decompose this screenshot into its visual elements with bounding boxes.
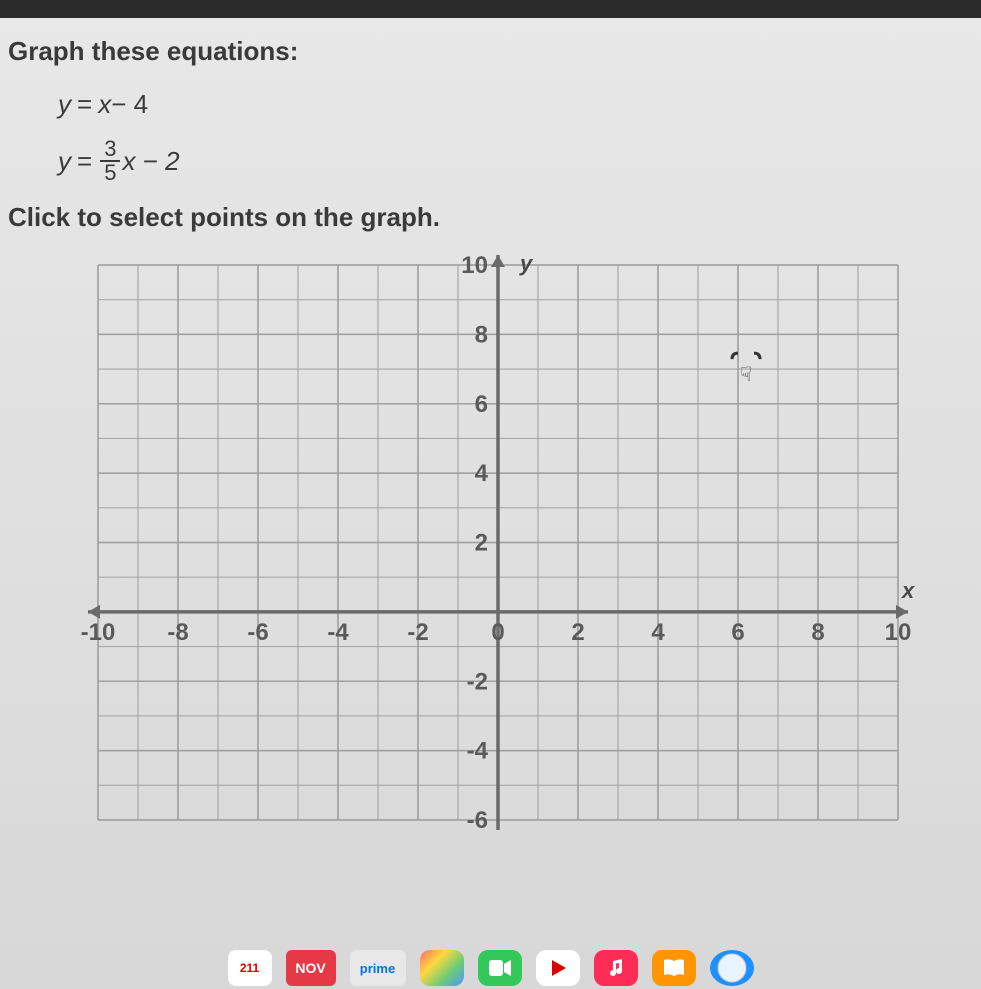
dock-books-icon[interactable]: [652, 950, 696, 986]
dock-play-icon[interactable]: [536, 950, 580, 986]
dock-prime-icon[interactable]: prime: [350, 950, 406, 986]
svg-text:-8: -8: [167, 619, 188, 646]
svg-text:2: 2: [475, 530, 488, 557]
svg-text:10: 10: [461, 252, 488, 279]
equals-sign: =: [77, 89, 92, 120]
eq1-lhs: y: [58, 89, 71, 120]
svg-text:-4: -4: [467, 738, 489, 765]
browser-top-bar: [0, 0, 981, 18]
svg-text:-6: -6: [467, 807, 488, 834]
problem-content: Graph these equations: y = x − 4 y = 3 5…: [0, 18, 981, 840]
fraction-num: 3: [100, 138, 120, 162]
svg-text:8: 8: [811, 619, 824, 646]
dock-music-icon[interactable]: [594, 950, 638, 986]
sub-instruction-text: Click to select points on the graph.: [8, 202, 981, 233]
equation-2: y = 3 5 x − 2: [58, 138, 981, 184]
eq1-x: x: [98, 89, 111, 120]
dock-facetime-icon[interactable]: [478, 950, 522, 986]
chart-svg[interactable]: -10-8-6-4-20246810-6-4-2246810yx☟: [78, 245, 918, 840]
svg-text:-6: -6: [247, 619, 268, 646]
svg-text:6: 6: [731, 619, 744, 646]
equals-sign: =: [77, 146, 92, 177]
eq2-lhs: y: [58, 146, 71, 177]
svg-text:10: 10: [885, 619, 912, 646]
svg-text:2: 2: [571, 619, 584, 646]
svg-text:☟: ☟: [740, 364, 752, 386]
svg-text:4: 4: [475, 460, 489, 487]
svg-text:-2: -2: [407, 619, 428, 646]
svg-text:-2: -2: [467, 668, 488, 695]
svg-text:8: 8: [475, 321, 488, 348]
eq1-suffix: − 4: [111, 89, 148, 120]
dock-month-label: NOV: [295, 960, 325, 976]
dock-month-icon[interactable]: NOV: [286, 950, 336, 986]
instruction-text: Graph these equations:: [8, 36, 981, 67]
svg-text:x: x: [901, 578, 915, 603]
coordinate-chart[interactable]: -10-8-6-4-20246810-6-4-2246810yx☟: [78, 245, 918, 840]
svg-text:4: 4: [651, 619, 665, 646]
fraction-3-5: 3 5: [100, 138, 120, 184]
svg-text:-4: -4: [327, 619, 349, 646]
dock-photos-icon[interactable]: [420, 950, 464, 986]
dock-calendar-icon[interactable]: 211: [228, 950, 272, 986]
macos-dock: 211 NOV prime: [0, 947, 981, 989]
svg-text:-10: -10: [81, 619, 116, 646]
equation-1: y = x − 4: [58, 89, 981, 120]
fraction-den: 5: [100, 162, 120, 184]
calendar-day: 211: [240, 961, 259, 975]
svg-text:y: y: [519, 251, 534, 276]
svg-text:0: 0: [491, 619, 504, 646]
svg-text:6: 6: [475, 391, 488, 418]
eq2-after: x − 2: [122, 146, 179, 177]
dock-safari-icon[interactable]: [710, 950, 754, 986]
dock-prime-label: prime: [360, 961, 395, 976]
